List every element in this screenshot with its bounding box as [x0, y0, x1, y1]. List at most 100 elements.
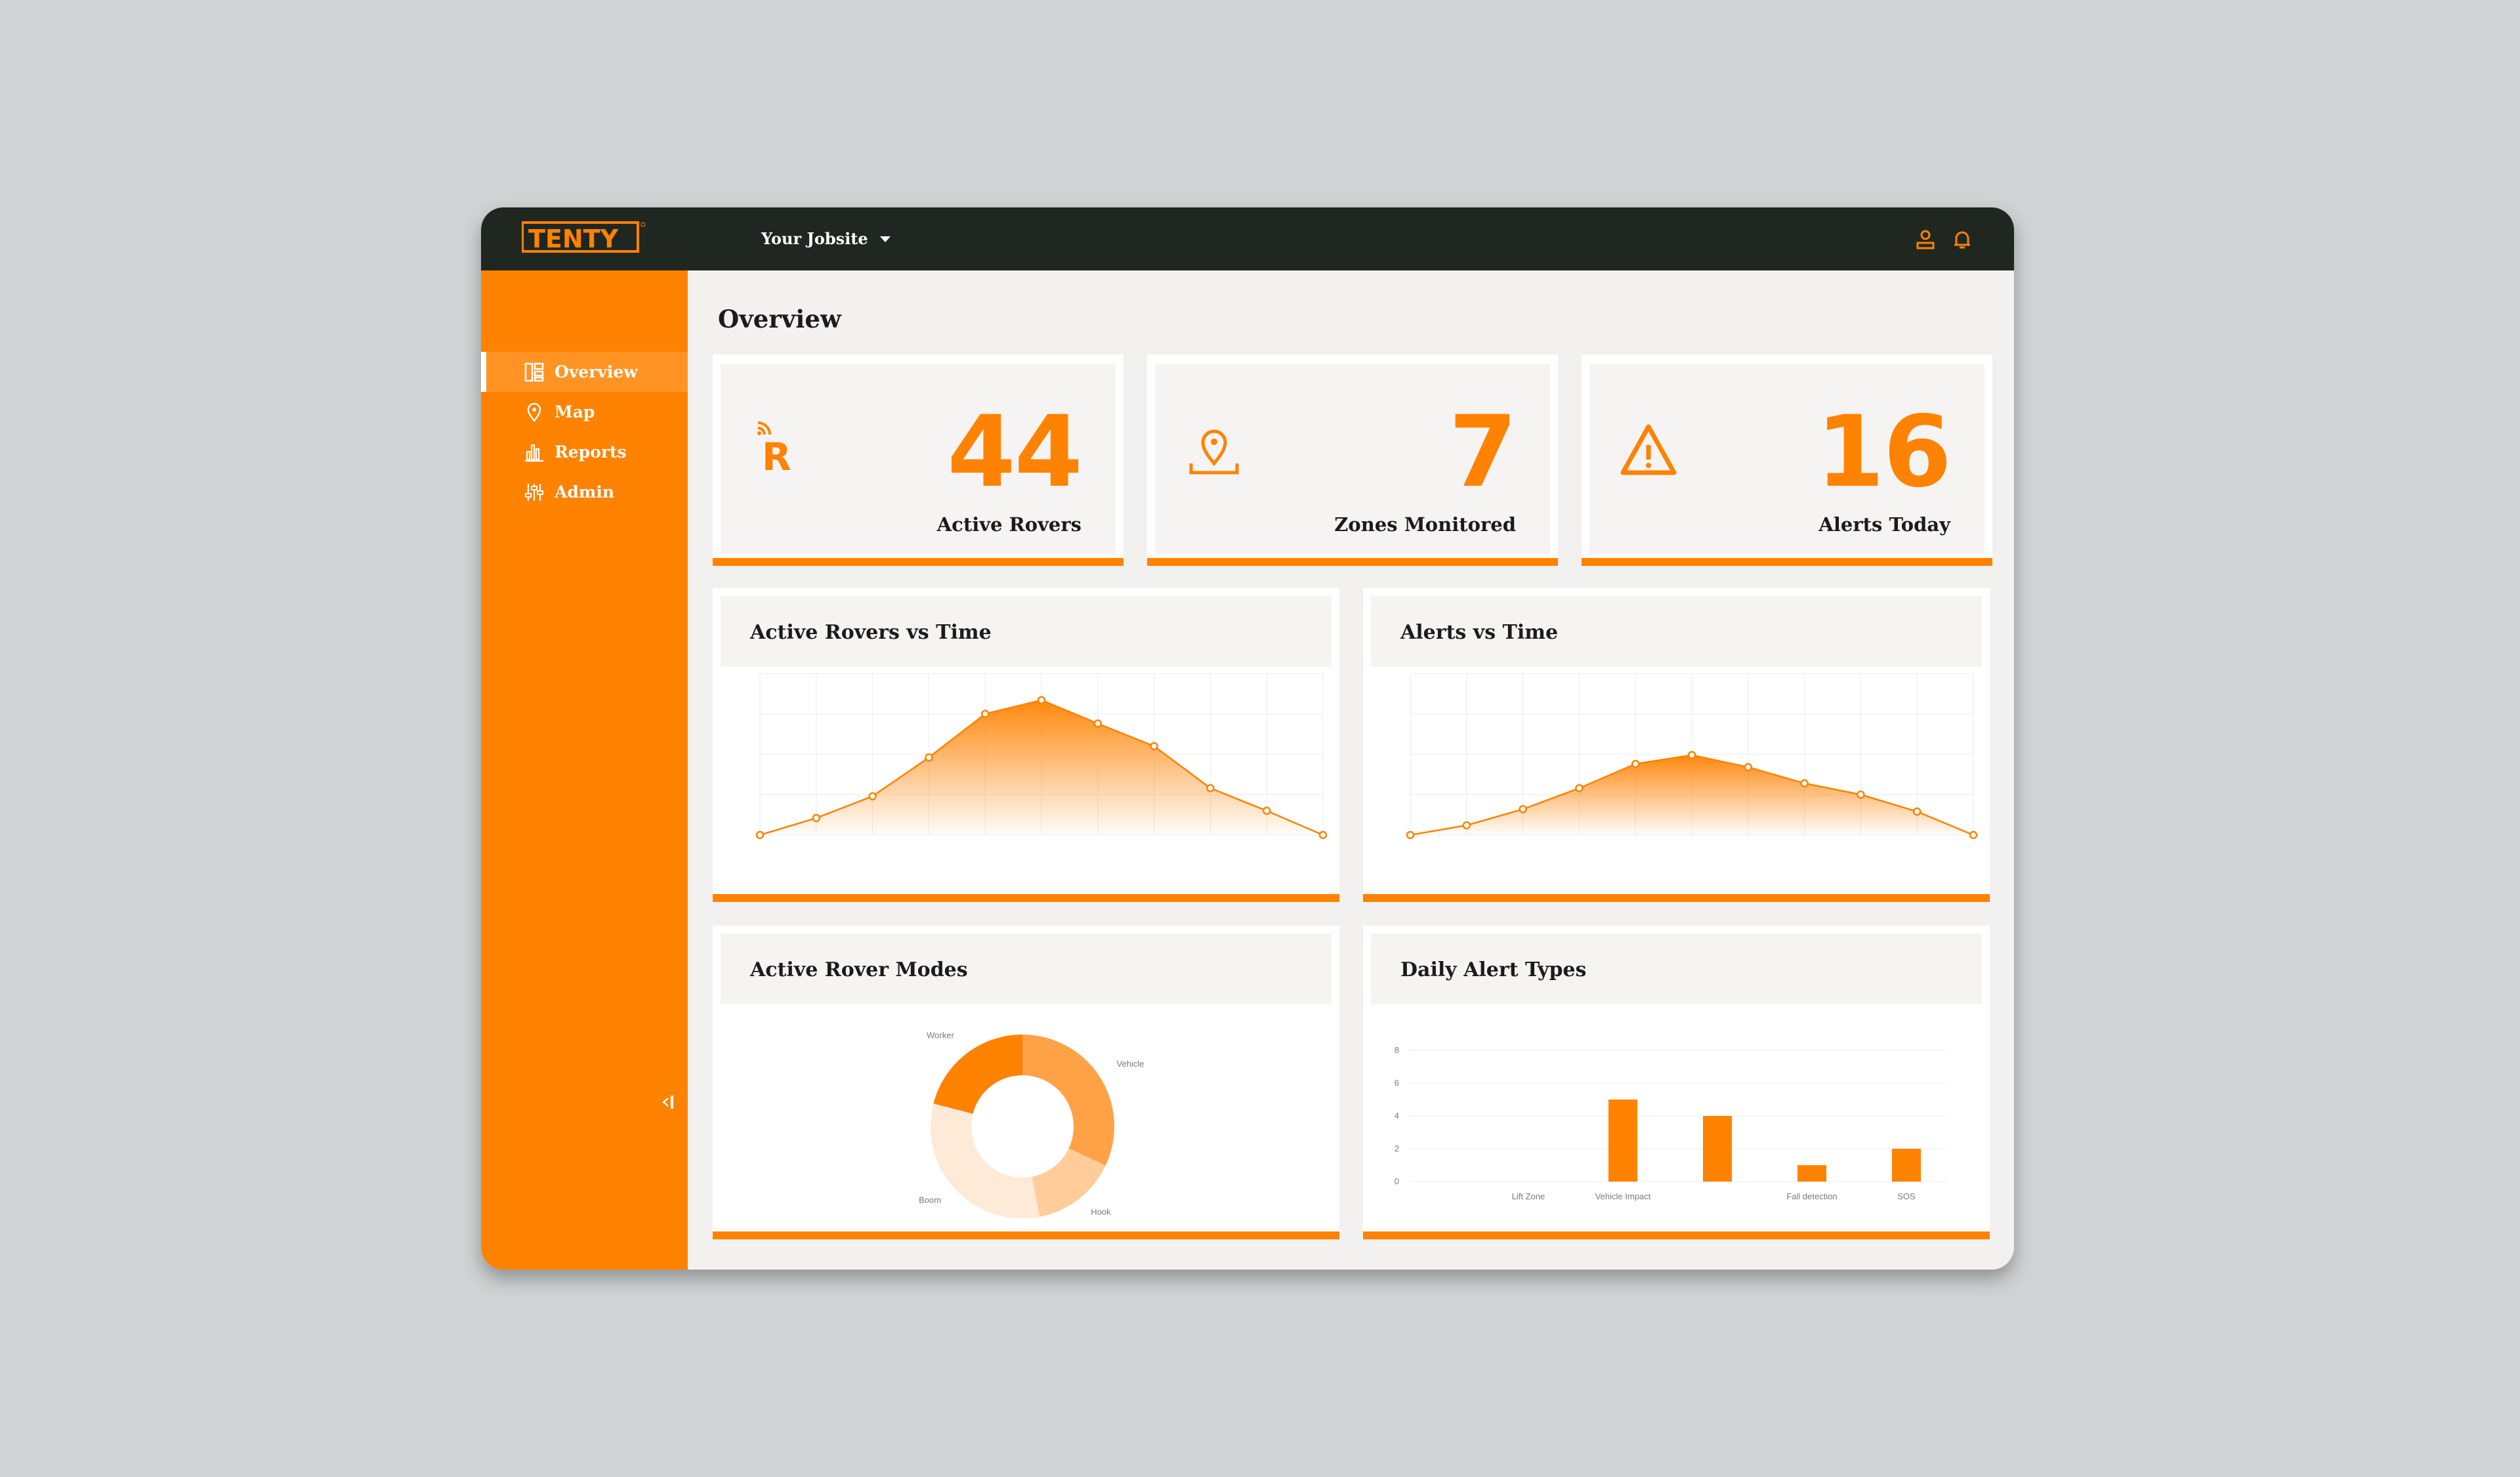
accent-bar: [1582, 558, 1992, 566]
chart-card-active-rovers-vs-time[interactable]: Active Rovers vs Time: [713, 588, 1339, 902]
x-tick-label: Vehicle Impact: [1595, 1191, 1651, 1201]
svg-text:R: R: [762, 435, 791, 479]
data-point: [1093, 719, 1102, 728]
stat-card-body: 7 Zones Monitored: [1155, 364, 1550, 554]
card-header: Daily Alert Types: [1371, 933, 1982, 1004]
x-tick-label: SOS: [1897, 1191, 1916, 1201]
sidebar-item-label: Reports: [555, 442, 627, 461]
data-point: [1575, 784, 1584, 792]
card-title: Daily Alert Types: [1400, 958, 1587, 981]
sidebar-item-admin[interactable]: Admin: [481, 472, 688, 512]
user-icon[interactable]: [1914, 228, 1937, 251]
chevron-down-icon: [879, 236, 891, 242]
stat-label: Alerts Today: [1818, 513, 1950, 536]
data-point: [1969, 830, 1978, 840]
app-window: TENTY Your Jobsite Ov: [481, 207, 2014, 1270]
sidebar-item-map[interactable]: Map: [481, 392, 688, 432]
chart-card-alerts-vs-time[interactable]: Alerts vs Time: [1363, 588, 1990, 902]
y-tick-label: 0: [1395, 1176, 1399, 1186]
slice-label: Boom: [919, 1195, 941, 1205]
x-tick-label: Lift Zone: [1512, 1191, 1545, 1201]
bell-icon[interactable]: [1951, 228, 1973, 251]
page-title: Overview: [718, 305, 841, 333]
data-point: [1150, 742, 1158, 750]
accent-bar: [1363, 1231, 1990, 1239]
stat-card-active-rovers[interactable]: R 44 Active Rovers: [713, 354, 1124, 566]
active-rovers-line-chart: [755, 673, 1328, 840]
area-fill: [1410, 755, 1973, 835]
jobsite-selector[interactable]: Your Jobsite: [761, 226, 891, 252]
accent-bar: [713, 894, 1339, 902]
data-point: [1800, 779, 1809, 788]
card-title: Alerts vs Time: [1400, 621, 1559, 644]
warning-icon: [1620, 424, 1677, 475]
brand-name: TENTY: [528, 225, 619, 253]
top-bar: TENTY Your Jobsite: [481, 207, 2014, 270]
pie-slice: [1032, 1148, 1106, 1217]
data-point: [1912, 807, 1922, 816]
sidebar-item-label: Overview: [555, 362, 638, 381]
card-header: Alerts vs Time: [1371, 596, 1982, 667]
data-point: [755, 830, 765, 840]
accent-bar: [713, 1231, 1339, 1239]
data-point: [1406, 830, 1415, 840]
sidebar-item-reports[interactable]: Reports: [481, 432, 688, 472]
bar: [1892, 1149, 1921, 1182]
sliders-icon: [525, 483, 543, 501]
y-tick-label: 6: [1395, 1078, 1399, 1088]
y-tick-label: 8: [1395, 1045, 1399, 1055]
slice-label: Worker: [927, 1031, 954, 1040]
accent-bar: [713, 558, 1124, 566]
main-content: Overview R 44 Active Rovers: [688, 270, 2014, 1270]
bar: [1703, 1116, 1732, 1182]
accent-bar: [1147, 558, 1558, 566]
pie-slice: [933, 1035, 1022, 1114]
stat-card-zones-monitored[interactable]: 7 Zones Monitored: [1147, 354, 1558, 566]
dashboard-icon: [524, 362, 544, 381]
pie-slice: [931, 1103, 1040, 1218]
bar: [1608, 1100, 1637, 1182]
tenty-logo[interactable]: TENTY: [522, 221, 646, 253]
alert-types-bar-chart: 0 2 4 6 8 Lift Zone Vehicle Impact Fall detecti…: [1395, 1045, 1947, 1201]
stat-label: Active Rovers: [936, 513, 1082, 536]
data-point: [1262, 806, 1271, 815]
data-point: [1687, 750, 1696, 760]
bar: [1797, 1165, 1826, 1182]
collapse-sidebar-icon[interactable]: [656, 1092, 676, 1112]
sidebar-item-overview[interactable]: Overview: [481, 352, 688, 392]
data-point: [1318, 830, 1328, 840]
data-point: [1206, 784, 1215, 792]
pie-slice: [1022, 1035, 1114, 1166]
stat-value: 44: [947, 395, 1083, 509]
sidebar-item-label: Map: [555, 402, 595, 421]
data-point: [1857, 790, 1865, 799]
slice-label: Hook: [1091, 1207, 1111, 1216]
card-header: Active Rover Modes: [721, 933, 1332, 1004]
sidebar-nav: Overview Map Reports: [481, 352, 688, 512]
card-header: Active Rovers vs Time: [721, 596, 1332, 667]
slice-label: Vehicle: [1117, 1059, 1144, 1069]
x-tick-label: Fall detection: [1786, 1191, 1837, 1201]
alerts-line-chart: [1406, 673, 1978, 840]
data-point: [812, 813, 821, 823]
sidebar: Overview Map Reports: [481, 270, 688, 1270]
chart-card-daily-alert-types[interactable]: Daily Alert Types 0 2 4 6 8 Lift Zone Vehicle …: [1363, 926, 1990, 1239]
rover-icon: R: [757, 421, 791, 479]
data-point: [1037, 696, 1046, 704]
data-point: [1744, 763, 1753, 771]
card-title: Active Rover Modes: [750, 958, 968, 981]
chart-card-active-rover-modes[interactable]: Active Rover Modes Vehicle Hook Boom Worker: [713, 926, 1339, 1239]
stat-card-alerts-today[interactable]: 16 Alerts Today: [1582, 354, 1992, 566]
card-title: Active Rovers vs Time: [750, 621, 992, 644]
jobsite-label: Your Jobsite: [761, 229, 868, 248]
sidebar-item-label: Admin: [555, 482, 615, 502]
data-point: [1631, 760, 1640, 769]
stat-card-body: 16 Alerts Today: [1589, 364, 1984, 554]
map-pin-icon: [527, 402, 541, 422]
stat-value: 16: [1816, 395, 1952, 509]
data-point: [1519, 805, 1527, 813]
accent-bar: [1363, 894, 1990, 902]
area-fill: [760, 700, 1323, 835]
zone-pin-icon: [1189, 429, 1239, 475]
stat-card-body: R 44 Active Rovers: [721, 364, 1116, 554]
